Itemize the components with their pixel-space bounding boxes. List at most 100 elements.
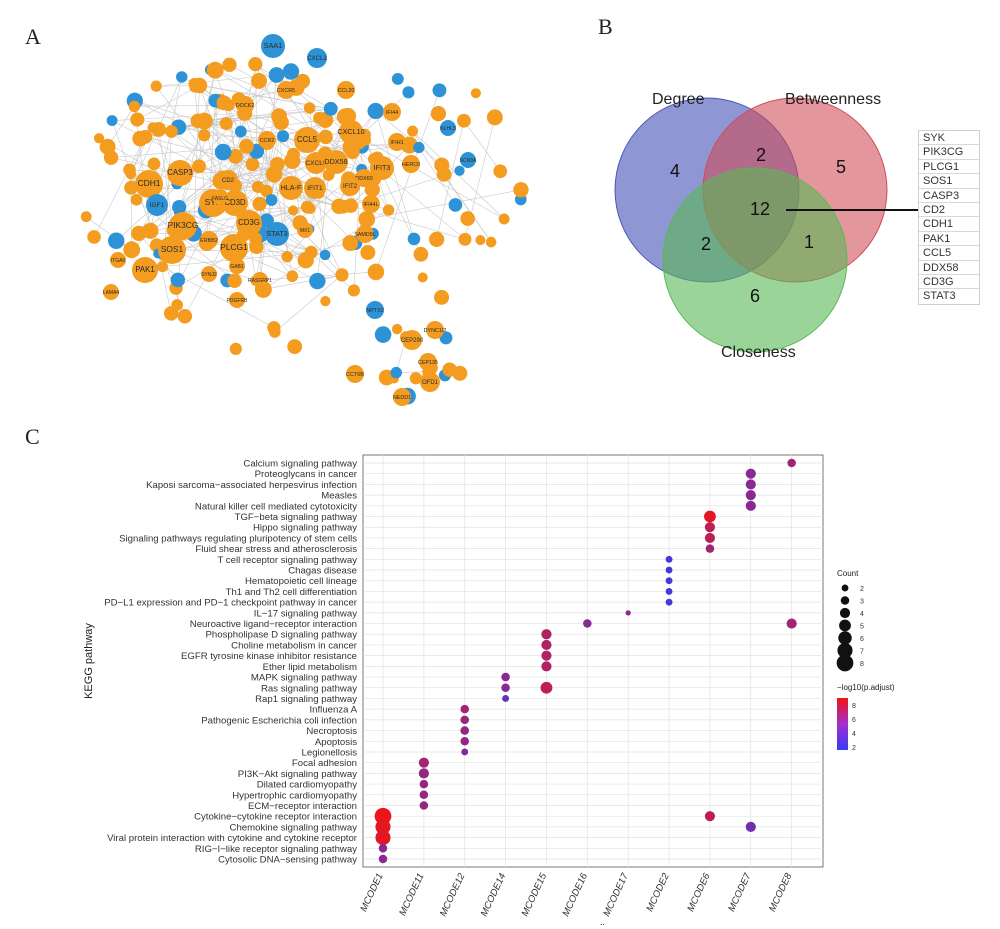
- network-hub-circle: [236, 96, 254, 114]
- network-hub-circle: [201, 266, 217, 282]
- network-node: [367, 102, 384, 120]
- network-node: [413, 246, 429, 262]
- network-hub-node: CCR2: [258, 131, 276, 149]
- data-point: [374, 807, 392, 825]
- network-node: [486, 109, 503, 126]
- network-hub-circle: [370, 156, 394, 180]
- data-point: [541, 629, 552, 640]
- network-node: [251, 72, 268, 89]
- network-node: [252, 196, 267, 212]
- y-tick-label: Proteoglycans in cancer: [255, 469, 358, 480]
- count-legend-label: 6: [860, 636, 864, 643]
- network-hub-node: IFIT3: [370, 156, 394, 180]
- network-hub-label: PAK1: [135, 265, 154, 274]
- y-tick-label: Ether lipid metabolism: [263, 662, 357, 673]
- count-legend-dot: [840, 596, 850, 605]
- data-point: [461, 748, 469, 756]
- network-hub-label: CDH1: [138, 178, 161, 188]
- network-node: [318, 129, 333, 145]
- color-legend-label: 6: [852, 717, 856, 724]
- network-node: [163, 306, 179, 321]
- color-legend-label: 2: [852, 745, 856, 752]
- network-node: [124, 180, 139, 195]
- network-node: [493, 164, 508, 179]
- network-node: [358, 210, 376, 228]
- data-point: [787, 458, 796, 468]
- count-legend-label: 4: [860, 611, 864, 618]
- network-node: [188, 77, 201, 90]
- network-edge: [93, 136, 146, 238]
- network-hub-circle: [200, 231, 218, 249]
- network-hub-node: CDH1: [135, 170, 163, 198]
- network-node: [286, 147, 300, 161]
- network-hub-circle: [167, 160, 193, 186]
- network-node: [268, 67, 285, 83]
- core-gene-list: SYK PIK3CG PLCG1 SOS1 CASP3 CD2 CDH1 PAK1 CCL5 DD…: [918, 130, 980, 305]
- network-hub-circle: [420, 372, 440, 392]
- network-hub-circle: [103, 284, 119, 300]
- network-edge: [179, 206, 318, 282]
- network-hub-node: PLCG1: [220, 234, 248, 262]
- network-hub-node: CD2: [218, 170, 238, 190]
- venn-label-betweenness: Betweenness: [785, 91, 881, 108]
- network-node: [170, 272, 186, 288]
- network-hub-label: CASP3: [167, 168, 193, 177]
- network-hub-node: CASP3: [167, 160, 193, 186]
- venn-label-closeness: Closeness: [721, 344, 796, 361]
- network-hub-label: CXCR5: [277, 88, 295, 94]
- network-hub-circle: [258, 131, 276, 149]
- network-edge: [418, 90, 440, 148]
- network-hub-circle: [337, 81, 355, 99]
- network-edge: [171, 131, 222, 182]
- y-tick-label: Natural killer cell mediated cytotoxicit…: [195, 501, 357, 512]
- data-point: [418, 768, 429, 779]
- network-hub-label: IFIT1: [307, 185, 323, 192]
- network-hub-node: PAK1: [132, 257, 158, 283]
- y-tick-label: Necroptosis: [306, 726, 357, 737]
- network-node: [123, 241, 141, 259]
- network-node: [485, 236, 497, 248]
- network-node: [99, 138, 116, 155]
- y-tick-label: Cytosolic DNA−sensing pathway: [218, 855, 357, 866]
- network-hub-label: CXCL2: [307, 56, 327, 62]
- network-hub-node: SOS1: [158, 236, 186, 264]
- network-node: [214, 143, 232, 161]
- network-node: [323, 101, 338, 116]
- network-node: [125, 168, 137, 180]
- network-hub-label: PLCG1: [220, 242, 248, 252]
- data-point: [419, 790, 429, 800]
- network-hub-node: SYNJ2: [201, 266, 217, 282]
- network-hub-circle: [440, 120, 456, 136]
- network-hub-label: IGF1: [150, 202, 165, 209]
- data-point: [665, 555, 673, 563]
- network-node: [442, 362, 457, 377]
- network-node: [227, 273, 242, 289]
- network-node: [342, 235, 359, 252]
- network-hub-node: CXCR5: [277, 81, 295, 99]
- y-tick-label: Signaling pathways regulating pluripoten…: [119, 533, 357, 544]
- network-edge: [111, 120, 130, 170]
- x-tick-labels: MCODE1 MCODE11 MCODE12 MCODE14 MCODE15 MCODE1…: [358, 871, 794, 918]
- network-hub-label: IFIT2: [343, 184, 358, 190]
- gene-list-item: CDH1: [919, 217, 979, 232]
- network-hub-label: HLA-F: [281, 183, 302, 192]
- color-legend-label: 4: [852, 731, 856, 738]
- y-tick-label: Phospholipase D signaling pathway: [206, 630, 358, 641]
- y-tick-label: Hematopoietic cell lineage: [245, 576, 357, 587]
- network-hub-circle: [213, 191, 227, 205]
- network-hub-label: CCR2: [260, 138, 275, 144]
- gene-list-item: PLCG1: [919, 160, 979, 175]
- network-hub-circle: [324, 150, 348, 174]
- network-node: [229, 342, 242, 356]
- network-node: [475, 234, 486, 246]
- network-node: [303, 102, 316, 114]
- y-tick-label: Viral protein interaction with cytokine …: [107, 833, 358, 844]
- network-edge: [215, 69, 310, 109]
- x-axis-title: moudle: [575, 923, 611, 925]
- network-node: [227, 148, 243, 164]
- data-point: [704, 522, 716, 533]
- gene-list-item: STAT3: [923, 290, 956, 303]
- data-point: [745, 479, 756, 490]
- network-edge: [274, 274, 343, 333]
